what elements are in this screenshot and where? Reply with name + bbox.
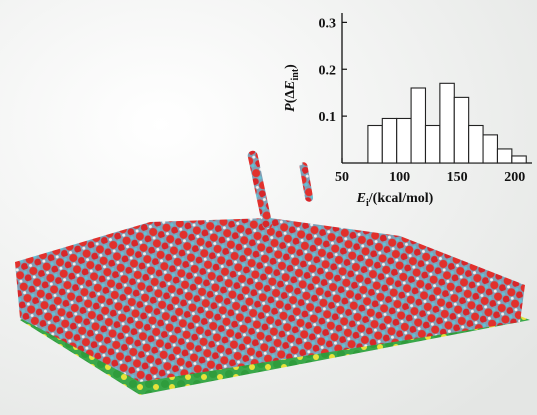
bar	[397, 118, 411, 163]
figure: Ei/(kcal/mol) P(ΔEint) 0.10.20.350100150…	[0, 0, 537, 415]
y-tick-label: 0.2	[319, 63, 337, 78]
bar	[368, 126, 382, 164]
x-tick-label: 200	[504, 170, 525, 185]
bar	[512, 156, 526, 163]
x-tick-label: 50	[335, 170, 349, 185]
y-label-part: )	[283, 64, 298, 69]
bar	[469, 126, 483, 164]
y-label-part: (Δ	[283, 90, 298, 104]
bar	[483, 135, 497, 163]
bar	[382, 118, 396, 163]
x-label-part: E	[356, 191, 366, 206]
bar	[454, 97, 468, 163]
bar	[425, 126, 439, 164]
y-label-part: E	[283, 80, 298, 90]
x-tick-label: 100	[389, 170, 410, 185]
y-tick-label: 0.1	[319, 110, 337, 125]
bar	[411, 88, 425, 163]
y-label-part: int	[290, 68, 301, 80]
x-label-part: /(kcal/mol)	[368, 191, 434, 206]
y-tick-label: 0.3	[319, 16, 337, 31]
bar	[440, 83, 454, 163]
x-tick-label: 150	[447, 170, 468, 185]
bar	[497, 149, 511, 163]
